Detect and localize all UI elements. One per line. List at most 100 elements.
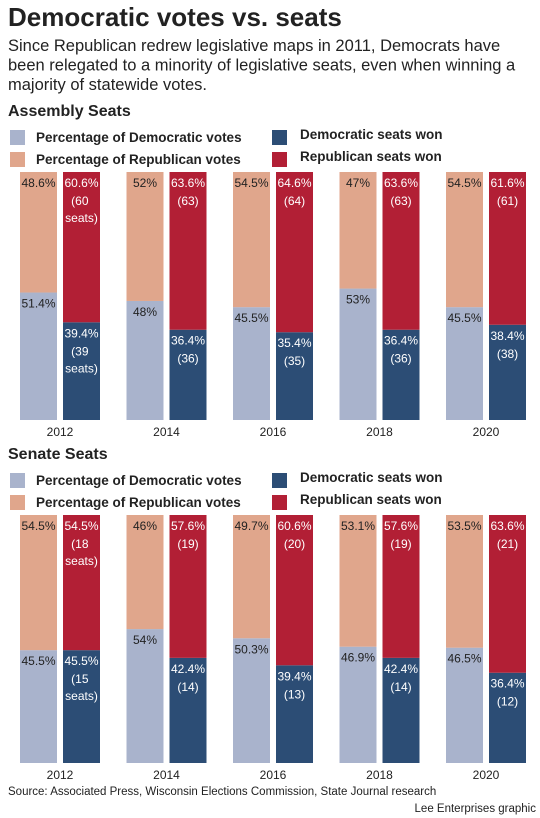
value-label: 63.6% <box>171 176 205 190</box>
credit: Lee Enterprises graphic <box>415 803 537 815</box>
x-tick-label: 2016 <box>260 425 287 439</box>
bar-segment <box>20 172 57 293</box>
value-label: 38.4% <box>490 329 524 343</box>
x-tick-label: 2016 <box>260 768 287 782</box>
value-label: 60.6% <box>64 176 98 190</box>
legend-swatch <box>272 473 287 488</box>
bar-segment <box>276 332 313 420</box>
bar-segment <box>63 515 100 651</box>
bar-segment <box>339 646 377 763</box>
legend-swatch <box>272 495 287 510</box>
value-label: 54.5% <box>21 519 55 533</box>
seat-label: (39 seats) <box>65 344 98 375</box>
seat-label: (36) <box>390 352 411 366</box>
bar-segment <box>126 300 164 420</box>
value-label: 48% <box>133 305 157 319</box>
seat-label: (36) <box>177 352 198 366</box>
value-label: 64.6% <box>277 176 311 190</box>
bar-segment <box>233 515 270 639</box>
value-label: 39.4% <box>277 669 311 683</box>
seat-label: (63) <box>390 194 411 208</box>
bar-segment <box>446 647 483 763</box>
value-label: 50.3% <box>234 642 268 656</box>
value-label: 63.6% <box>490 519 524 533</box>
x-tick-label: 2014 <box>153 425 180 439</box>
legend-label: Percentage of Republican votes <box>36 495 241 510</box>
legend-swatch <box>10 495 25 510</box>
x-tick-label: 2012 <box>47 768 74 782</box>
seat-label: (19) <box>390 537 411 551</box>
subtitle: Since Republican redrew legislative maps… <box>8 37 520 94</box>
value-label: 54% <box>133 633 157 647</box>
bar-segment <box>489 172 526 325</box>
title: Democratic votes vs. seats <box>8 2 342 32</box>
legend-label: Democratic seats won <box>300 470 443 485</box>
bar-segment <box>382 329 420 420</box>
value-label: 46.5% <box>447 652 481 666</box>
x-tick-label: 2020 <box>473 425 500 439</box>
value-label: 61.6% <box>490 176 524 190</box>
bar-segment <box>63 650 100 763</box>
legend-swatch <box>10 152 25 167</box>
value-label: 51.4% <box>21 297 55 311</box>
value-label: 57.6% <box>384 519 418 533</box>
value-label: 57.6% <box>171 519 205 533</box>
legend-label: Percentage of Republican votes <box>36 152 241 167</box>
legend-swatch <box>10 473 25 488</box>
seat-label: (60 seats) <box>65 194 98 225</box>
panel-title: Senate Seats <box>8 446 108 463</box>
x-tick-label: 2014 <box>153 768 180 782</box>
value-label: 46.9% <box>341 651 375 665</box>
seat-label: (61) <box>497 194 518 208</box>
bar-segment <box>489 672 526 763</box>
bar-segment <box>446 515 483 648</box>
seat-label: (20) <box>284 537 305 551</box>
value-label: 46% <box>133 519 157 533</box>
bar-segment <box>276 665 313 763</box>
bar-segment <box>489 324 526 420</box>
seat-label: (13) <box>284 687 305 701</box>
seat-label: (63) <box>177 194 198 208</box>
x-tick-label: 2018 <box>366 425 393 439</box>
bar-segment <box>339 172 377 289</box>
bar-segment <box>63 322 100 420</box>
seat-label: (18 seats) <box>65 537 98 568</box>
seat-label: (21) <box>497 537 518 551</box>
bar-segment <box>126 629 164 763</box>
value-label: 45.5% <box>234 311 268 325</box>
bar-segment <box>63 172 100 323</box>
seat-label: (14) <box>390 680 411 694</box>
value-label: 45.5% <box>21 654 55 668</box>
seat-label: (15 seats) <box>65 672 98 703</box>
bar-segment <box>20 292 57 420</box>
legend-label: Republican seats won <box>300 149 442 164</box>
seat-label: (64) <box>284 194 305 208</box>
seat-label: (12) <box>497 695 518 709</box>
value-label: 36.4% <box>171 334 205 348</box>
value-label: 60.6% <box>277 519 311 533</box>
value-label: 53% <box>346 293 370 307</box>
panel-title: Assembly Seats <box>8 103 131 120</box>
bar-segment <box>446 172 483 308</box>
value-label: 47% <box>346 176 370 190</box>
bar-segment <box>382 172 420 330</box>
bar-segment <box>339 515 377 647</box>
value-label: 54.5% <box>447 176 481 190</box>
bar-segment <box>169 515 207 658</box>
value-label: 54.5% <box>234 176 268 190</box>
bar-segment <box>489 515 526 673</box>
x-tick-label: 2020 <box>473 768 500 782</box>
value-label: 42.4% <box>171 662 205 676</box>
bar-segment <box>126 172 164 301</box>
value-label: 48.6% <box>21 176 55 190</box>
seat-label: (14) <box>177 680 198 694</box>
legend-label: Democratic seats won <box>300 127 443 142</box>
bar-segment <box>276 515 313 666</box>
value-label: 45.5% <box>64 654 98 668</box>
value-label: 49.7% <box>234 519 268 533</box>
value-label: 52% <box>133 176 157 190</box>
value-label: 53.5% <box>447 519 481 533</box>
legend-swatch <box>272 130 287 145</box>
value-label: 54.5% <box>64 519 98 533</box>
